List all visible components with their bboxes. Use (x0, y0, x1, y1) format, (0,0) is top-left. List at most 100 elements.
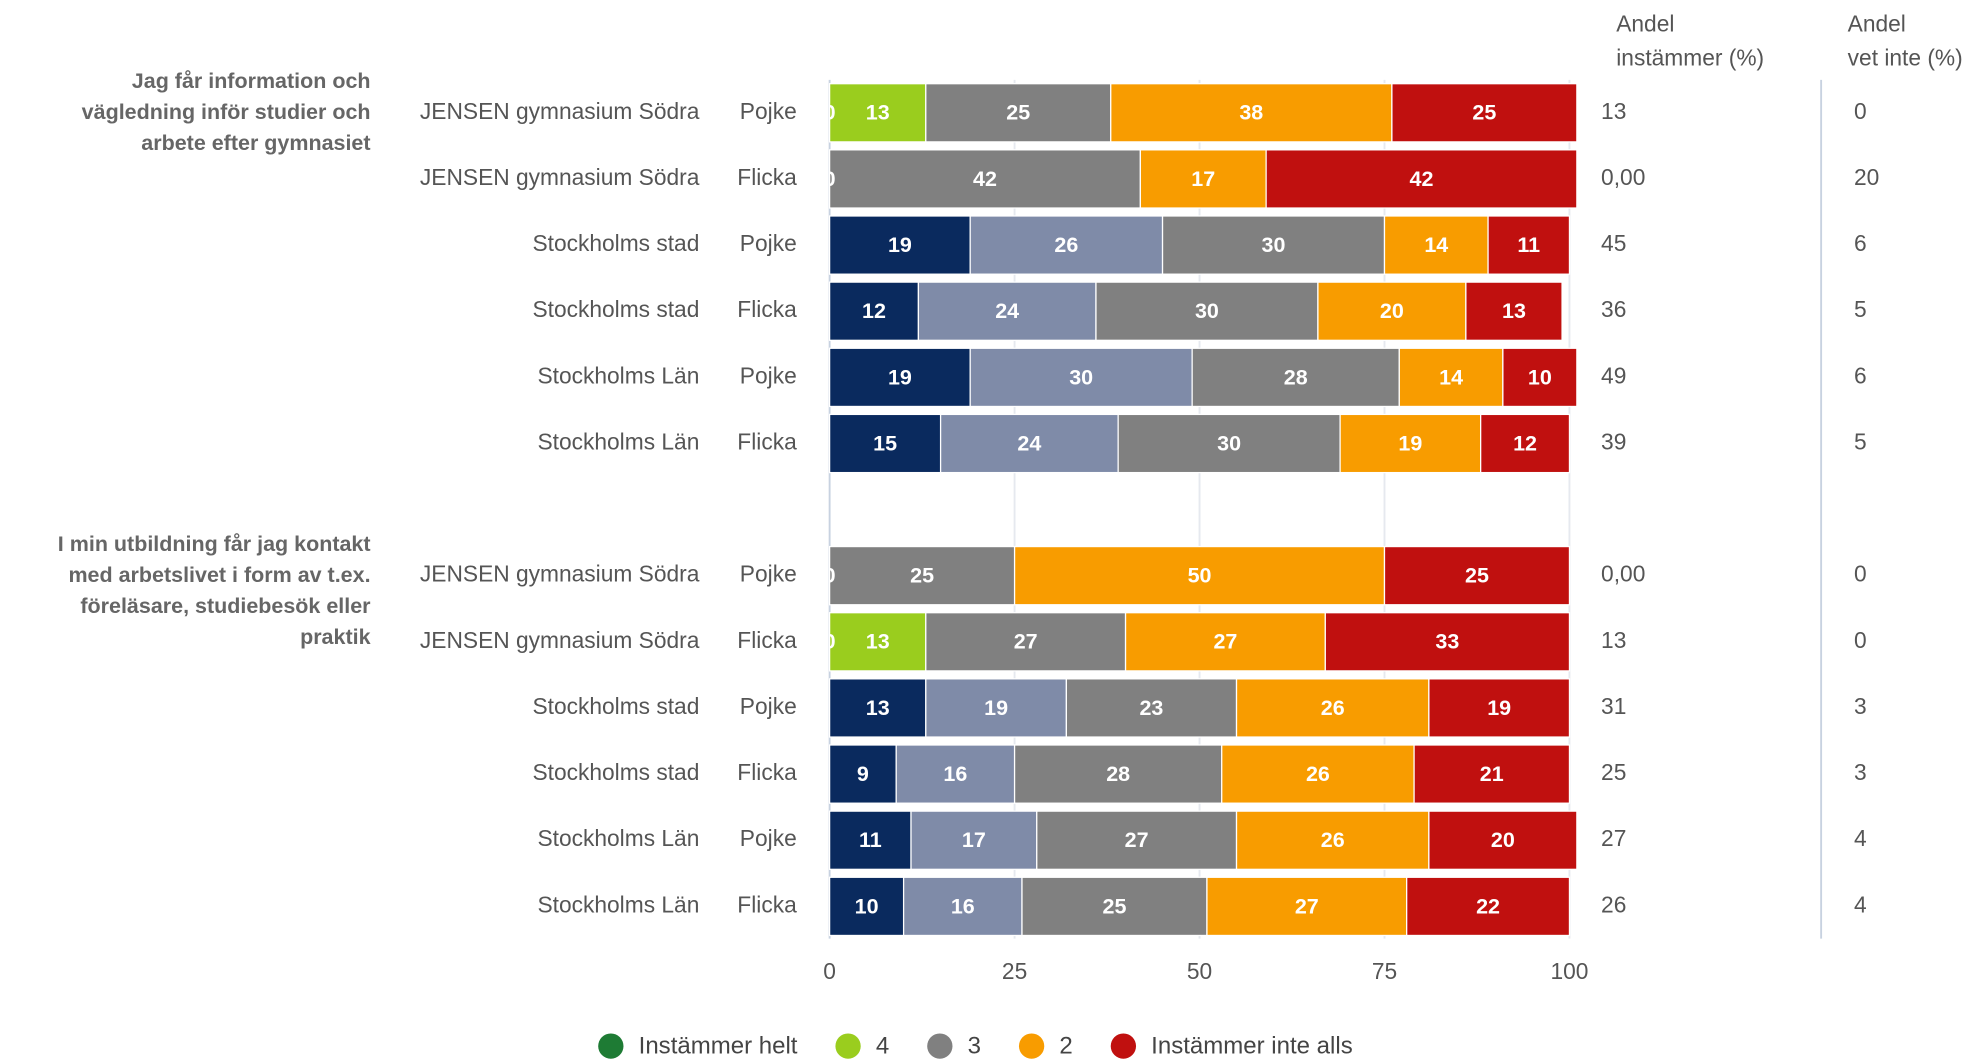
segment-label: 13 (866, 696, 890, 720)
bar-segment (1428, 810, 1578, 870)
dont-know-share: 4 (1854, 891, 1867, 917)
bar-segment (1391, 83, 1578, 143)
legend-swatch (1110, 1033, 1137, 1059)
school-label: Stockholms stad (532, 693, 699, 719)
school-label: Stockholms Län (537, 429, 699, 455)
bar-segment (1221, 744, 1415, 804)
segment-label: 20 (1380, 299, 1404, 323)
segment-label: 25 (1465, 564, 1489, 588)
school-label: Stockholms stad (532, 296, 699, 322)
segment-label: 19 (1398, 431, 1422, 455)
segment-label: 11 (859, 828, 882, 852)
segment-label: 14 (1439, 365, 1463, 389)
bar-segment (1013, 744, 1223, 804)
group-label: föreläsare, studiebesök eller (80, 594, 371, 618)
column-title: Andel (1848, 11, 1906, 37)
group-label: praktik (300, 625, 371, 649)
bar-segment (1065, 678, 1238, 738)
segment-label: 30 (1262, 233, 1286, 257)
segment-label: 10 (855, 894, 879, 918)
segment-label: 30 (1195, 299, 1219, 323)
segment-label: 13 (1502, 299, 1526, 323)
segment-label: 9 (857, 762, 869, 786)
dont-know-share: 4 (1854, 825, 1867, 851)
segment-label: 14 (1424, 233, 1448, 257)
dont-know-share: 3 (1854, 693, 1867, 719)
bar-area: 0 13 25 38 25 0 42 17 42 19 26 30 14 11 12 24 30 20 13 19 30… (824, 101, 1552, 919)
segment-label: 16 (943, 762, 967, 786)
column-title: instämmer (%) (1616, 45, 1764, 71)
gender-label: Flicka (737, 627, 797, 653)
bar-segment (910, 810, 1038, 870)
segment-label: 26 (1054, 233, 1078, 257)
dont-know-share: 3 (1854, 759, 1867, 785)
gender-label: Pojke (740, 230, 797, 256)
segment-label: 12 (1513, 431, 1537, 455)
segment-label: 42 (973, 167, 997, 191)
segment-label: 26 (1321, 696, 1345, 720)
segment-label: 42 (1410, 167, 1434, 191)
bar-segment (828, 612, 927, 672)
school-label: JENSEN gymnasium Södra (420, 98, 700, 124)
dont-know-share: 0 (1854, 627, 1867, 653)
segment-label: 33 (1435, 630, 1459, 654)
segment-label: 38 (1239, 101, 1263, 125)
segment-label: 27 (1295, 894, 1319, 918)
segment-label: 20 (1491, 828, 1515, 852)
segment-label: 19 (1487, 696, 1511, 720)
bar-segment (1413, 744, 1571, 804)
x-tick-label: 75 (1372, 958, 1397, 984)
segment-label: 25 (1472, 101, 1496, 125)
segment-label: 10 (1528, 365, 1552, 389)
bar-segment (1406, 876, 1571, 937)
bar-segment (828, 744, 897, 804)
column-title: Andel (1616, 11, 1674, 37)
gender-label: Pojke (740, 98, 797, 124)
gender-label: Flicka (737, 429, 797, 455)
bar-segment (969, 215, 1164, 275)
segment-label: 25 (1103, 894, 1127, 918)
agree-share: 49 (1601, 362, 1626, 388)
bar-segment (1021, 876, 1208, 937)
agree-share: 25 (1601, 759, 1626, 785)
bar-segment (1206, 876, 1408, 937)
school-label: Stockholms stad (532, 759, 699, 785)
segment-label: 0 (824, 167, 836, 191)
segment-label: 23 (1139, 696, 1163, 720)
legend-swatch (598, 1033, 624, 1059)
bar-segment (1036, 810, 1238, 870)
bar-segment (1139, 149, 1267, 209)
school-label: JENSEN gymnasium Södra (420, 561, 700, 587)
x-tick-label: 25 (1002, 958, 1027, 984)
bar-segment (917, 281, 1097, 341)
segment-label: 27 (1125, 828, 1149, 852)
school-label: Stockholms Län (537, 362, 699, 388)
agree-share: 31 (1601, 693, 1626, 719)
group-label: Jag får information och (132, 69, 371, 93)
segment-label: 27 (1213, 630, 1237, 654)
gender-label: Flicka (737, 164, 797, 190)
dont-know-share: 0 (1854, 98, 1867, 124)
legend-label: 4 (876, 1033, 889, 1059)
bar-segment (895, 744, 1016, 804)
gender-label: Flicka (737, 296, 797, 322)
bar-segment (1324, 612, 1571, 672)
agree-share: 13 (1601, 98, 1626, 124)
segment-label: 28 (1284, 365, 1308, 389)
group-label: med arbetslivet i form av t.ex. (68, 563, 370, 587)
segment-label: 26 (1321, 828, 1345, 852)
dont-know-share: 6 (1854, 230, 1867, 256)
segment-label: 50 (1188, 564, 1212, 588)
bar-segment (939, 413, 1119, 474)
group-label: I min utbildning får jag kontakt (58, 532, 371, 556)
agree-share: 36 (1601, 296, 1626, 322)
x-tick-label: 100 (1550, 958, 1588, 984)
bar-segment (1383, 215, 1489, 275)
bar-segment (902, 876, 1023, 937)
bar-segment (1161, 215, 1386, 275)
segment-label: 0 (824, 564, 836, 588)
bar-segment (1265, 149, 1578, 209)
segment-label: 26 (1306, 762, 1330, 786)
